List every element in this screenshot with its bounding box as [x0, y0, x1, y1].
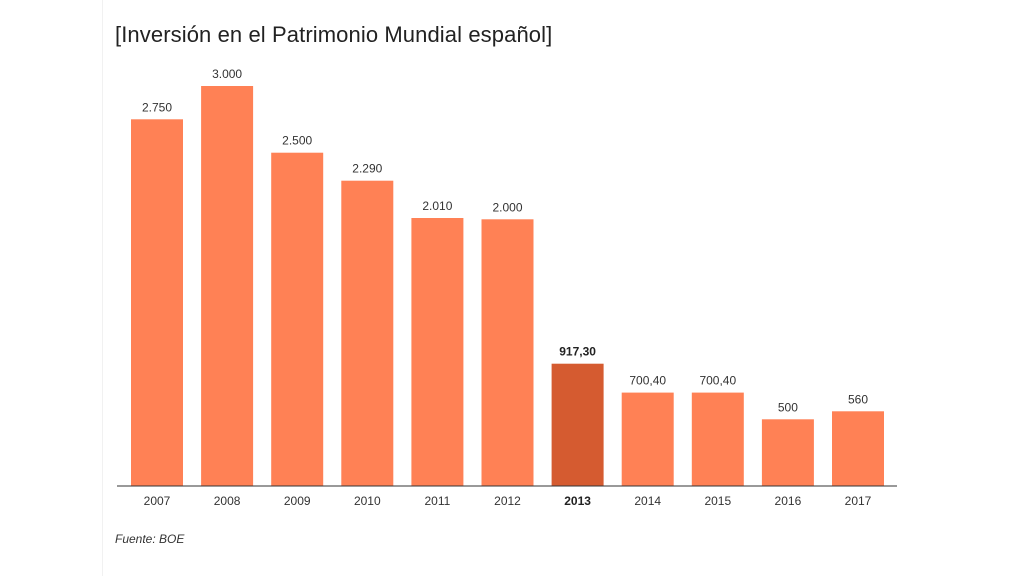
x-tick-2015: 2015 — [704, 494, 731, 508]
x-tick-2014: 2014 — [634, 494, 661, 508]
x-tick-2016: 2016 — [775, 494, 802, 508]
value-label-2011: 2.010 — [422, 199, 452, 213]
x-tick-labels-group: 2007 2008 2009 2010 2011 2012 2013 2014 2015 2016… — [144, 494, 872, 508]
value-label-2007: 2.750 — [142, 100, 172, 114]
x-tick-2013: 2013 — [564, 494, 591, 508]
value-label-2017: 560 — [848, 392, 868, 406]
value-label-2008: 3.000 — [212, 67, 242, 81]
value-labels-group: 2.750 3.000 2.500 2.290 2.010 2.000 917,30 700,… — [142, 67, 868, 414]
bar-2016 — [761, 419, 814, 486]
source-note: Fuente: BOE — [115, 532, 185, 546]
value-label-2012: 2.000 — [492, 200, 522, 214]
x-tick-2012: 2012 — [494, 494, 521, 508]
bar-2008 — [201, 86, 254, 486]
value-label-2014: 700,40 — [629, 374, 666, 388]
x-tick-2008: 2008 — [214, 494, 241, 508]
value-label-2009: 2.500 — [282, 134, 312, 148]
value-label-2015: 700,40 — [699, 374, 736, 388]
x-tick-2011: 2011 — [424, 494, 450, 508]
value-label-2013: 917,30 — [559, 345, 596, 359]
x-tick-2009: 2009 — [284, 494, 311, 508]
x-tick-2007: 2007 — [144, 494, 171, 508]
bar-2014 — [621, 392, 674, 486]
chart-title: [Inversión en el Patrimonio Mundial espa… — [115, 22, 553, 47]
bar-2009 — [271, 152, 324, 486]
x-tick-2010: 2010 — [354, 494, 381, 508]
bar-2010 — [341, 180, 394, 486]
bar-2017 — [832, 411, 884, 486]
bar-2011 — [411, 218, 464, 486]
value-label-2010: 2.290 — [352, 162, 382, 176]
bar-2013 — [551, 363, 604, 486]
x-tick-2017: 2017 — [845, 494, 872, 508]
bars-group — [131, 86, 884, 487]
bar-2007 — [131, 119, 183, 487]
bar-2015 — [691, 392, 744, 486]
bar-2012 — [481, 219, 534, 487]
value-label-2016: 500 — [778, 400, 798, 414]
